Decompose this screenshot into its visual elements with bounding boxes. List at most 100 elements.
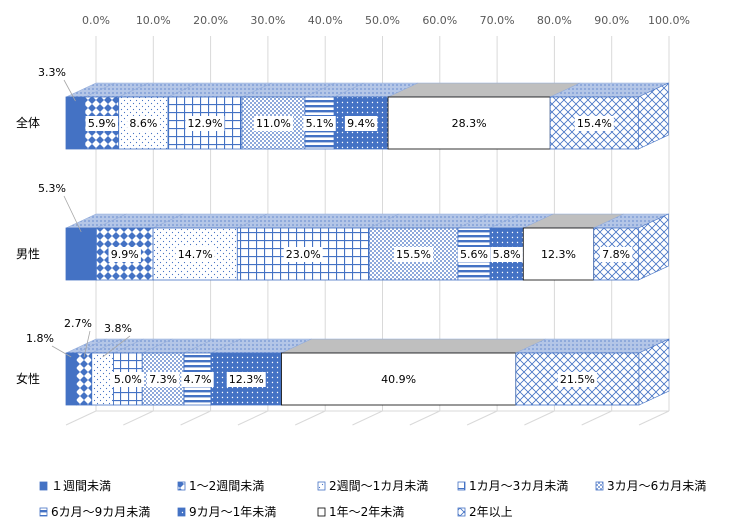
data-label-bg	[599, 247, 633, 262]
legend-label: 1カ月～3カ月未満	[469, 479, 568, 493]
data-label-bg	[175, 247, 215, 262]
data-label: 5.6%	[460, 248, 488, 261]
x-tick-label: 10.0%	[136, 14, 171, 27]
data-label-bg	[111, 372, 145, 387]
legend-label: 1～2週間未満	[189, 479, 264, 493]
gridline-floor	[65, 410, 97, 426]
x-tick-label: 50.0%	[365, 14, 400, 27]
bar-segment	[241, 96, 306, 150]
data-label-bg	[226, 372, 266, 387]
gridline-floor	[123, 410, 154, 426]
data-label: 5.3%	[38, 182, 66, 195]
data-label: 11.0%	[256, 117, 291, 130]
data-label: 4.7%	[184, 373, 212, 386]
legend-swatch	[39, 507, 48, 517]
data-label: 8.6%	[129, 117, 157, 130]
bar-segment	[65, 96, 86, 150]
bar-segment-top	[387, 82, 581, 98]
legend-swatch	[457, 481, 466, 491]
data-label: 7.8%	[602, 248, 630, 261]
data-label-bg	[457, 247, 491, 262]
data-label: 5.9%	[88, 117, 116, 130]
data-label-bg	[253, 116, 293, 131]
data-label-bg	[283, 247, 323, 262]
bar-segment	[75, 352, 93, 406]
x-tick-label: 60.0%	[422, 14, 457, 27]
gridline-floor	[294, 410, 326, 426]
leader-line	[51, 345, 72, 358]
gridline-floor	[180, 410, 211, 426]
x-axis-ticks: 0.0% 10.0% 20.0% 30.0% 40.0% 50.0% 60.0% 70.0% 8…	[82, 14, 690, 27]
data-label: 5.1%	[306, 117, 334, 130]
legend-swatch	[317, 507, 326, 517]
x-tick-label: 40.0%	[308, 14, 343, 27]
data-label-bg	[490, 247, 523, 262]
legend-swatch	[595, 481, 604, 491]
x-tick-label: 20.0%	[193, 14, 228, 27]
gridline-floor	[466, 410, 498, 426]
legend-label: 6カ月～9カ月未満	[51, 505, 150, 519]
data-label: 2.7%	[64, 317, 92, 330]
data-label-bg	[379, 372, 419, 387]
data-label: 12.3%	[229, 373, 264, 386]
data-label-bg	[185, 116, 225, 131]
data-label-bg	[574, 116, 614, 131]
legend-swatch	[457, 507, 466, 517]
gridline-floor	[581, 410, 612, 426]
x-tick-label: 100.0%	[648, 14, 690, 27]
legend-swatch	[39, 481, 48, 491]
legend-swatch	[177, 481, 186, 491]
bar-segment-side	[638, 338, 670, 406]
bars	[65, 82, 670, 406]
bar-segment-side	[638, 82, 669, 150]
leader-line	[102, 335, 131, 358]
gridline-floor	[638, 410, 670, 426]
data-label-bg	[557, 372, 597, 387]
bar-segment	[65, 352, 77, 406]
bar-segment-top	[281, 338, 546, 354]
data-label-bg	[108, 247, 141, 262]
gridline-floor	[409, 410, 441, 426]
legend-label: 2年以上	[469, 505, 513, 519]
leader-line	[63, 79, 76, 102]
bar-segment	[387, 96, 551, 150]
legend-label: 1年～2年未満	[329, 505, 404, 519]
legend-swatch	[177, 507, 186, 517]
legend-label: １週間未満	[51, 479, 111, 493]
category-label: 女性	[16, 371, 40, 386]
data-label: 21.5%	[560, 373, 595, 386]
gridline-floor	[352, 410, 383, 426]
data-label: 5.0%	[114, 373, 142, 386]
data-label-bg	[449, 116, 489, 131]
data-label-bg	[344, 116, 378, 131]
category-label: 男性	[16, 247, 40, 261]
legend-label: 2週間～1カ月未満	[329, 479, 428, 493]
data-label: 12.9%	[187, 117, 222, 130]
data-label: 9.9%	[111, 248, 139, 261]
data-label: 3.8%	[104, 322, 132, 335]
legend-swatch	[317, 481, 326, 491]
data-label: 15.4%	[577, 117, 612, 130]
data-label: 28.3%	[452, 117, 487, 130]
data-label: 7.3%	[149, 373, 177, 386]
bar-segment	[65, 227, 97, 281]
leader-line	[63, 195, 82, 233]
data-label: 14.7%	[178, 248, 213, 261]
legend-label: 3カ月～6カ月未満	[607, 479, 706, 493]
data-label: 3.3%	[38, 66, 66, 79]
leader-line	[83, 330, 91, 358]
data-label: 15.5%	[396, 248, 431, 261]
data-label-bg	[181, 372, 214, 387]
data-label-bg	[394, 247, 434, 262]
legend: １週間未満 1～2週間未満 2週間～1カ月未満 1カ月～3カ月未満 3カ月～6カ月未満 6…	[39, 479, 706, 519]
x-tick-label: 80.0%	[537, 14, 572, 27]
data-label: 40.9%	[381, 373, 416, 386]
data-label-bg	[85, 116, 119, 131]
x-tick-label: 30.0%	[250, 14, 285, 27]
x-tick-label: 90.0%	[594, 14, 629, 27]
category-label: 全体	[16, 115, 40, 130]
data-labels: 3.3% 5.9% 8.6% 12.9% 11.0% 5.1% 9.4% 28.3% 15.4%…	[26, 66, 633, 387]
x-tick-label: 70.0%	[480, 14, 515, 27]
